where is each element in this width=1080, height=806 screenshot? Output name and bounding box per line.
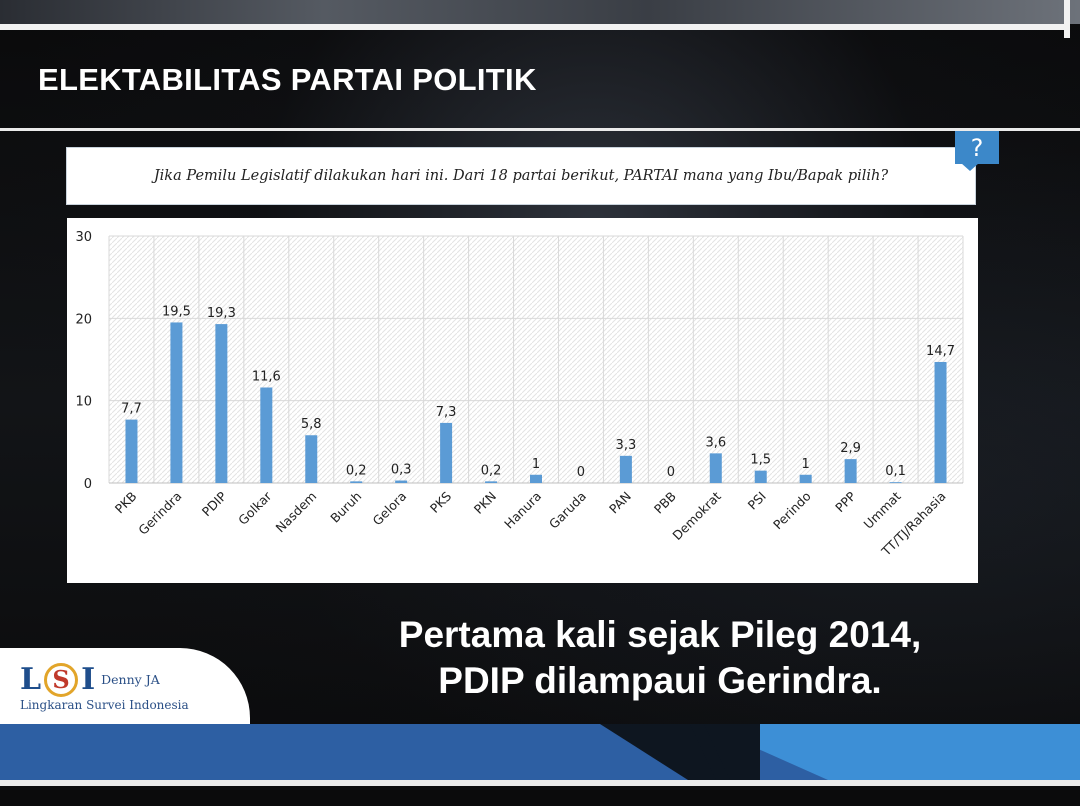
- bar-tt-tj-rahasia: [934, 361, 947, 483]
- title-divider: [0, 128, 1080, 131]
- data-label: 0,1: [885, 464, 906, 479]
- data-label: 0,3: [391, 463, 412, 478]
- bar-pdip: [215, 324, 228, 483]
- bar-ppp: [844, 459, 857, 483]
- data-label: 11,6: [252, 369, 281, 384]
- data-label: 5,8: [301, 417, 322, 432]
- x-tick-label: PPP: [832, 488, 859, 515]
- y-tick-label: 0: [84, 477, 92, 492]
- question-box: Jika Pemilu Legislatif dilakukan hari in…: [66, 147, 976, 205]
- y-tick-label: 30: [75, 230, 92, 245]
- data-label: 0: [577, 465, 585, 480]
- top-image-strip: [0, 0, 1080, 24]
- bar-golkar: [260, 387, 273, 483]
- data-label: 19,5: [162, 304, 191, 319]
- bottom-band: [0, 724, 1080, 780]
- data-label: 19,3: [207, 306, 236, 321]
- bar-nasdem: [305, 435, 318, 483]
- bar-gerindra: [170, 322, 183, 483]
- y-tick-label: 10: [75, 395, 92, 410]
- data-label: 0: [667, 465, 675, 480]
- x-tick-label: Buruh: [327, 489, 364, 526]
- logo-letter-s: S: [52, 665, 70, 694]
- x-tick-label: PSI: [745, 489, 769, 513]
- bar-psi: [754, 470, 767, 483]
- data-label: 14,7: [926, 344, 955, 359]
- data-label: 0,2: [481, 463, 502, 478]
- x-tick-label: PDIP: [199, 488, 230, 519]
- x-tick-label: Gerindra: [135, 489, 184, 538]
- chart-panel: 0 10 20 30 7,7 PKB 19,5 Gerindra 19,3 PDIP 11,6 Go…: [67, 218, 978, 583]
- data-label: 3,6: [705, 435, 726, 450]
- x-tick-label: PKN: [471, 489, 499, 517]
- logo-letter-l: L: [20, 662, 42, 697]
- data-label: 7,7: [121, 402, 142, 417]
- logo-tagline: Denny JA: [101, 672, 160, 687]
- question-mark-icon-tail: [961, 163, 979, 171]
- x-tick-label: Hanura: [501, 489, 544, 532]
- logo-area: L S I Denny JA Lingkaran Survei Indonesi…: [0, 648, 250, 728]
- headline-line-1: Pertama kali sejak Pileg 2014,: [398, 614, 922, 655]
- bar-pkn: [485, 481, 498, 483]
- headline: Pertama kali sejak Pileg 2014, PDIP dila…: [360, 612, 960, 704]
- x-tick-label: Nasdem: [272, 489, 319, 536]
- question-text: Jika Pemilu Legislatif dilakukan hari in…: [153, 168, 889, 184]
- bar-ummat: [889, 482, 902, 483]
- bottom-divider: [0, 780, 1080, 786]
- logo-letter-i: I: [81, 662, 96, 697]
- logo: L S I Denny JA: [20, 662, 160, 697]
- x-tick-label: Perindo: [770, 489, 814, 533]
- top-divider: [0, 24, 1070, 30]
- data-label: 7,3: [436, 405, 457, 420]
- bar-pkb: [125, 419, 138, 483]
- bar-buruh: [350, 481, 363, 483]
- x-tick-label: Gelora: [369, 489, 409, 529]
- data-label: 1: [802, 457, 810, 472]
- x-tick-label: PAN: [606, 489, 634, 517]
- x-tick-label: Golkar: [235, 488, 275, 528]
- bar-pks: [440, 422, 453, 483]
- bar-perindo: [799, 474, 812, 483]
- question-mark-icon: ?: [955, 131, 999, 164]
- bar-pan: [619, 455, 632, 483]
- logo-org-name: Lingkaran Survei Indonesia: [20, 698, 189, 712]
- x-tick-label: PBB: [651, 489, 679, 517]
- bar-demokrat: [709, 453, 722, 483]
- data-label: 0,2: [346, 463, 367, 478]
- data-label: 2,9: [840, 441, 861, 456]
- x-tick-label: Ummat: [861, 488, 904, 531]
- plot-area: [109, 236, 963, 483]
- data-label: 1: [532, 457, 540, 472]
- headline-line-2: PDIP dilampaui Gerindra.: [438, 660, 882, 701]
- x-tick-label: Garuda: [546, 489, 589, 532]
- bottom-edge: [0, 786, 1080, 806]
- x-tick-label: PKB: [112, 489, 140, 517]
- logo-ring: S: [44, 662, 79, 697]
- top-corner-tick: [1064, 0, 1070, 38]
- data-label: 1,5: [750, 453, 771, 468]
- x-tick-label: PKS: [427, 488, 454, 515]
- bar-hanura: [530, 474, 542, 483]
- y-tick-label: 20: [75, 312, 92, 327]
- slide-title: ELEKTABILITAS PARTAI POLITIK: [38, 62, 537, 97]
- x-tick-label: Demokrat: [669, 488, 724, 543]
- bottom-band-dark-shape: [600, 724, 760, 780]
- bar-gelora: [395, 480, 408, 483]
- data-label: 3,3: [616, 438, 637, 453]
